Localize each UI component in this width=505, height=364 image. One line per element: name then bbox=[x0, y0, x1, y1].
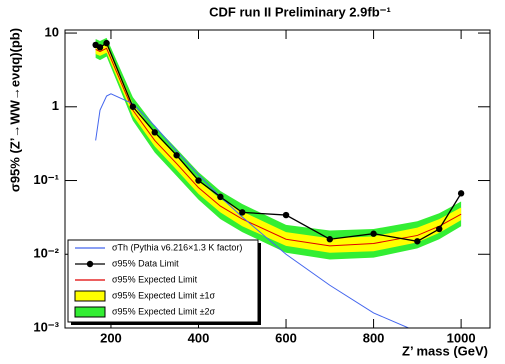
y-tick-label: 10 bbox=[45, 24, 59, 39]
data-point bbox=[282, 211, 290, 219]
data-point bbox=[195, 177, 202, 184]
x-tick-label: 600 bbox=[275, 330, 297, 345]
legend-label: σ95% Expected Limit ±1σ bbox=[112, 290, 216, 300]
legend-label: σTh (Pythia v6.216×1.3 K factor) bbox=[112, 242, 242, 252]
x-tick-label: 800 bbox=[363, 330, 385, 345]
data-point bbox=[414, 238, 421, 245]
y-tick-label: 10⁻¹ bbox=[33, 172, 59, 187]
legend-label: σ95% Expected Limit ±2σ bbox=[112, 306, 216, 316]
data-point bbox=[370, 230, 377, 237]
y-tick-label: 10⁻² bbox=[33, 246, 59, 261]
legend-label: σ95% Data Limit bbox=[112, 258, 179, 268]
legend: σTh (Pythia v6.216×1.3 K factor) σ95% Dat… bbox=[67, 239, 261, 325]
series-line bbox=[95, 47, 462, 247]
legend-marker bbox=[86, 260, 94, 268]
series-line bbox=[95, 93, 409, 328]
legend-label: σ95% Expected Limit bbox=[112, 274, 198, 284]
y-axis-label: σ95% (Z’→WW→eνqq)(pb) bbox=[7, 28, 22, 192]
chart-title: CDF run II Preliminary 2.9fb⁻¹ bbox=[209, 4, 391, 19]
data-point bbox=[173, 152, 180, 159]
y-tick-label: 10⁻³ bbox=[33, 319, 59, 334]
data-point bbox=[326, 236, 334, 243]
data-point bbox=[96, 44, 104, 51]
x-tick-label: 200 bbox=[100, 330, 122, 345]
x-tick-label: 400 bbox=[188, 330, 210, 345]
data-point bbox=[457, 190, 465, 197]
legend-swatch bbox=[74, 290, 106, 302]
data-point bbox=[239, 209, 246, 216]
data-point bbox=[103, 39, 110, 47]
data-point bbox=[151, 129, 158, 136]
plot-frame bbox=[64, 29, 491, 329]
y-tick-label: 1 bbox=[52, 98, 59, 113]
band bbox=[95, 37, 462, 260]
legend-swatch bbox=[74, 306, 106, 318]
data-point bbox=[217, 193, 224, 201]
data-point bbox=[436, 225, 443, 233]
x-axis-label: Z’ mass (GeV) bbox=[402, 343, 488, 358]
data-point bbox=[129, 103, 137, 110]
x-tick-label: 1000 bbox=[447, 330, 476, 345]
